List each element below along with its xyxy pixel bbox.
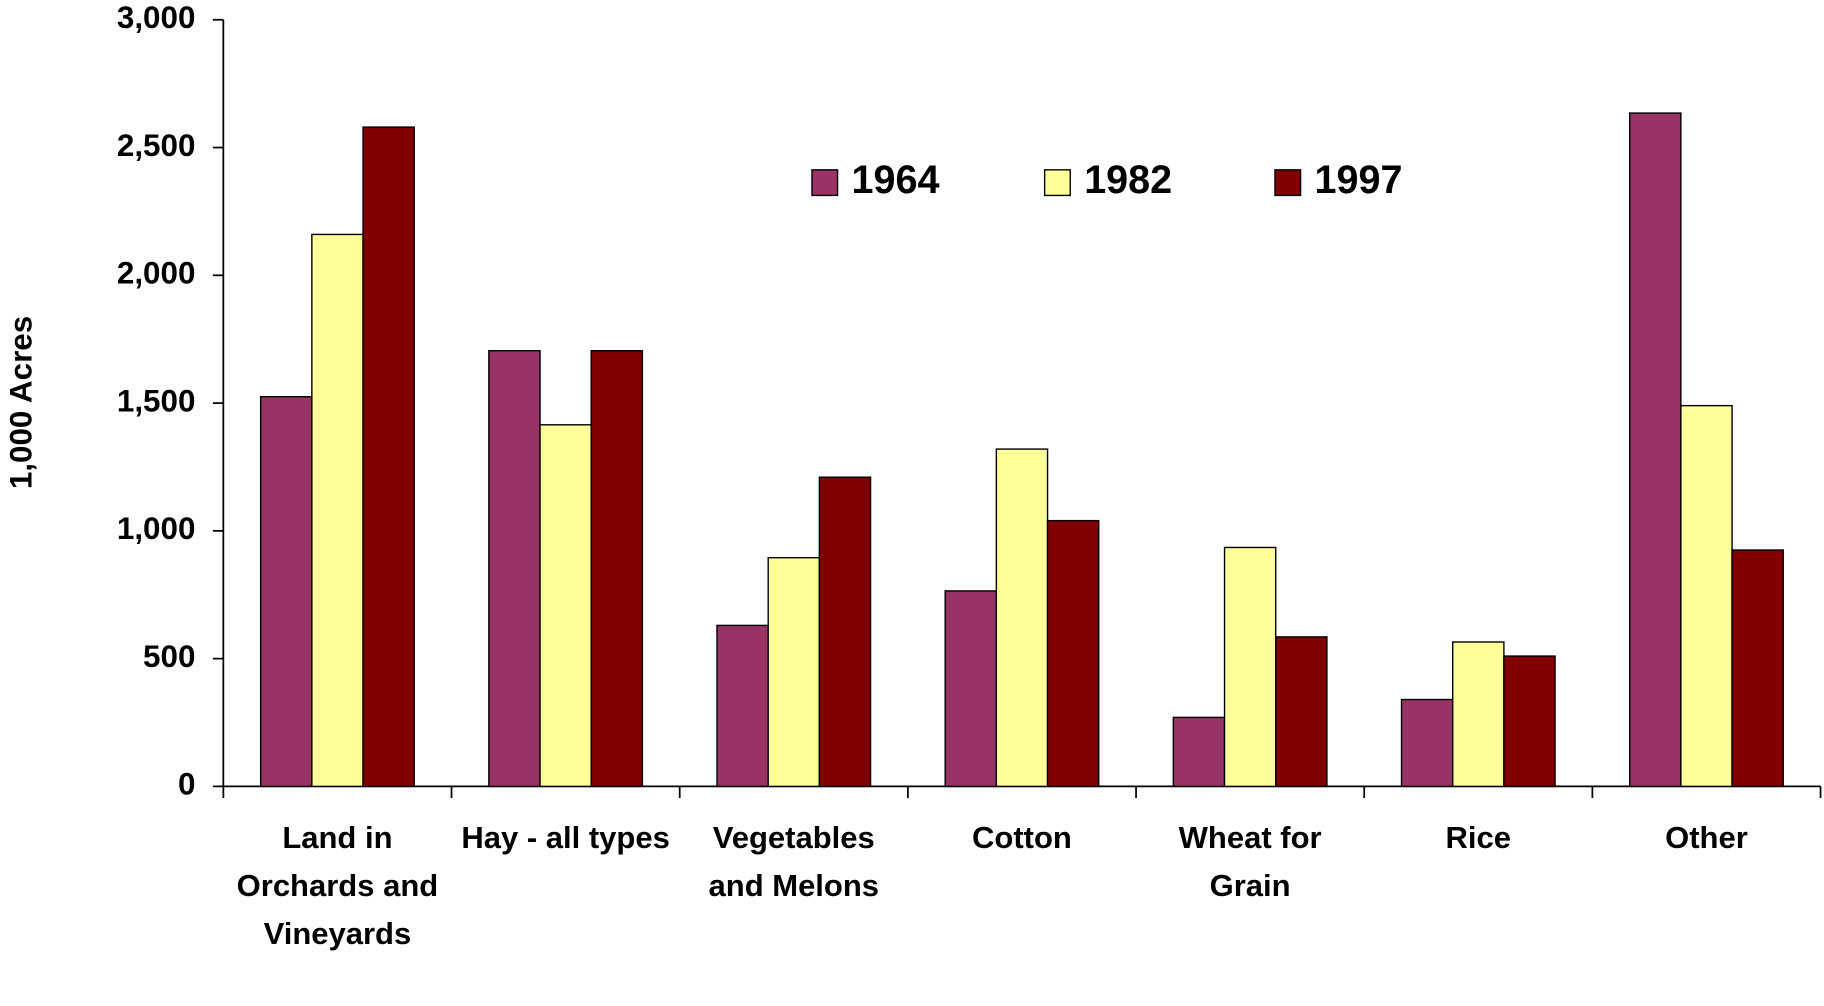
y-tick-label: 0 bbox=[178, 767, 195, 802]
legend-label: 1997 bbox=[1315, 158, 1403, 202]
bar bbox=[539, 424, 592, 788]
bar bbox=[1680, 404, 1733, 788]
legend-swatch bbox=[1043, 169, 1071, 197]
x-tick-label: Cotton bbox=[972, 820, 1072, 856]
bar bbox=[311, 233, 364, 788]
x-tick-label: Land in Orchards and Vineyards bbox=[236, 820, 439, 952]
bar bbox=[362, 126, 415, 788]
bar bbox=[944, 590, 998, 788]
bar bbox=[767, 556, 821, 788]
y-tick-label: 2,000 bbox=[117, 256, 196, 291]
y-axis-label: 1,000 Acres bbox=[4, 316, 39, 489]
bar bbox=[1172, 716, 1226, 788]
bar bbox=[1275, 636, 1328, 788]
plot: 1,000 Acres 0 500 1,000 1,500 2,000 2,500 3,00… bbox=[4, 0, 1822, 802]
bar bbox=[818, 476, 872, 788]
y-tick-label: 1,000 bbox=[117, 511, 196, 546]
bar bbox=[1452, 641, 1505, 788]
bar bbox=[488, 350, 541, 788]
y-tick-label: 500 bbox=[143, 639, 195, 674]
legend-swatch bbox=[811, 169, 839, 197]
x-tick-label: Hay - all types bbox=[461, 820, 670, 856]
bar bbox=[590, 350, 644, 788]
x-tick-label: Other bbox=[1665, 820, 1748, 856]
bar bbox=[716, 624, 769, 788]
legend-label: 1964 bbox=[852, 158, 940, 202]
bar bbox=[1629, 112, 1682, 788]
bar bbox=[1400, 698, 1454, 788]
x-tick-label: Rice bbox=[1445, 820, 1512, 856]
bar bbox=[1731, 549, 1784, 788]
bar bbox=[1046, 519, 1100, 788]
y-tick-label: 3,000 bbox=[117, 0, 196, 35]
bar bbox=[1223, 546, 1277, 788]
bar bbox=[259, 395, 313, 788]
legend-swatch bbox=[1274, 169, 1302, 197]
bar bbox=[995, 448, 1049, 788]
y-tick-label: 1,500 bbox=[117, 383, 196, 418]
x-tick-label: Vegetables and Melons bbox=[708, 820, 880, 904]
legend-label: 1982 bbox=[1084, 158, 1172, 202]
y-tick-label: 2,500 bbox=[117, 128, 196, 163]
bar bbox=[1503, 655, 1556, 788]
x-tick-label: Wheat for Grain bbox=[1178, 820, 1322, 904]
